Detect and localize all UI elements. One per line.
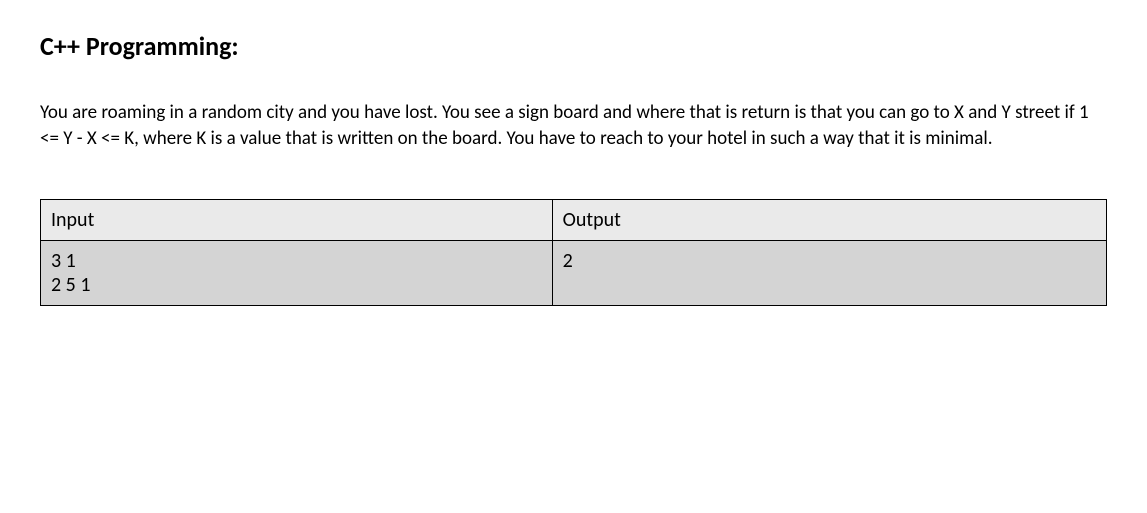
table-header-row: Input Output [41, 200, 1107, 241]
header-input: Input [41, 200, 553, 241]
table-row: 3 1 2 5 1 2 [41, 241, 1107, 306]
problem-description: You are roaming in a random city and you… [40, 100, 1107, 151]
page-heading: C++ Programming: [40, 30, 1107, 62]
header-output: Output [552, 200, 1106, 241]
cell-output: 2 [552, 241, 1106, 306]
cell-input: 3 1 2 5 1 [41, 241, 553, 306]
io-table: Input Output 3 1 2 5 1 2 [40, 199, 1107, 306]
